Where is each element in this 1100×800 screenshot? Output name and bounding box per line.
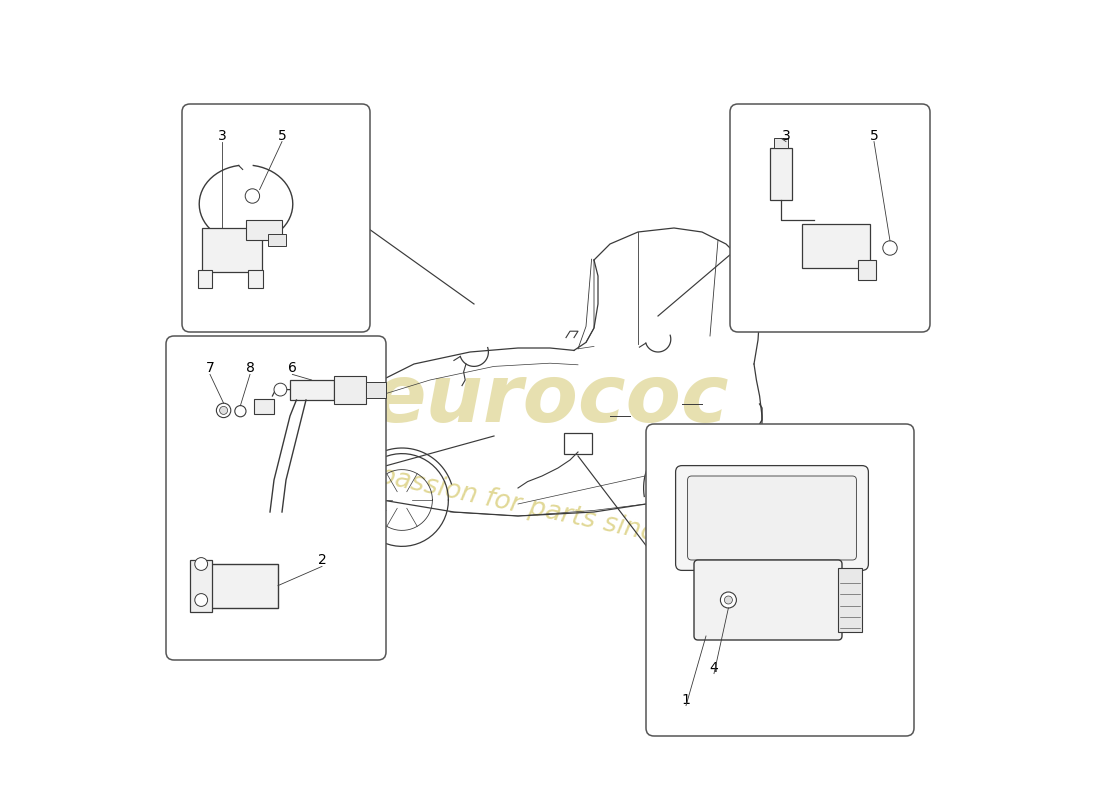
Circle shape [217,403,231,418]
Bar [246,220,282,240]
Bar [254,399,274,414]
Text: 2: 2 [318,553,327,567]
FancyBboxPatch shape [730,104,930,332]
Bar [268,234,286,246]
Text: 6: 6 [288,361,297,375]
Circle shape [234,406,246,417]
Text: 5: 5 [277,129,286,143]
Circle shape [720,592,736,608]
Text: 1: 1 [682,693,691,707]
Circle shape [725,596,733,604]
FancyBboxPatch shape [688,476,857,560]
Bar [770,148,792,200]
Text: 5: 5 [870,129,879,143]
Bar [802,224,870,268]
Text: 4: 4 [710,661,718,675]
Circle shape [274,383,287,396]
Bar [198,270,212,288]
Bar [190,560,212,612]
FancyBboxPatch shape [675,466,868,570]
Text: eurococ: eurococ [371,361,729,439]
Bar [334,376,366,404]
Bar [249,270,263,288]
FancyBboxPatch shape [564,433,592,454]
FancyBboxPatch shape [166,336,386,660]
Text: 7: 7 [206,361,214,375]
Bar [210,564,278,608]
FancyBboxPatch shape [646,424,914,736]
Text: 8: 8 [245,361,254,375]
FancyBboxPatch shape [182,104,370,332]
FancyBboxPatch shape [694,560,842,640]
Circle shape [195,594,208,606]
Circle shape [220,406,228,414]
Bar [202,228,262,272]
Bar [290,380,334,400]
Text: 3: 3 [782,129,791,143]
Bar [858,260,876,280]
Circle shape [245,189,260,203]
Bar [366,382,386,398]
Text: 3: 3 [218,129,227,143]
Bar [838,568,862,632]
Circle shape [195,558,208,570]
Circle shape [883,241,898,255]
Bar [774,138,789,148]
Text: a passion for parts since 1985: a passion for parts since 1985 [352,458,748,566]
